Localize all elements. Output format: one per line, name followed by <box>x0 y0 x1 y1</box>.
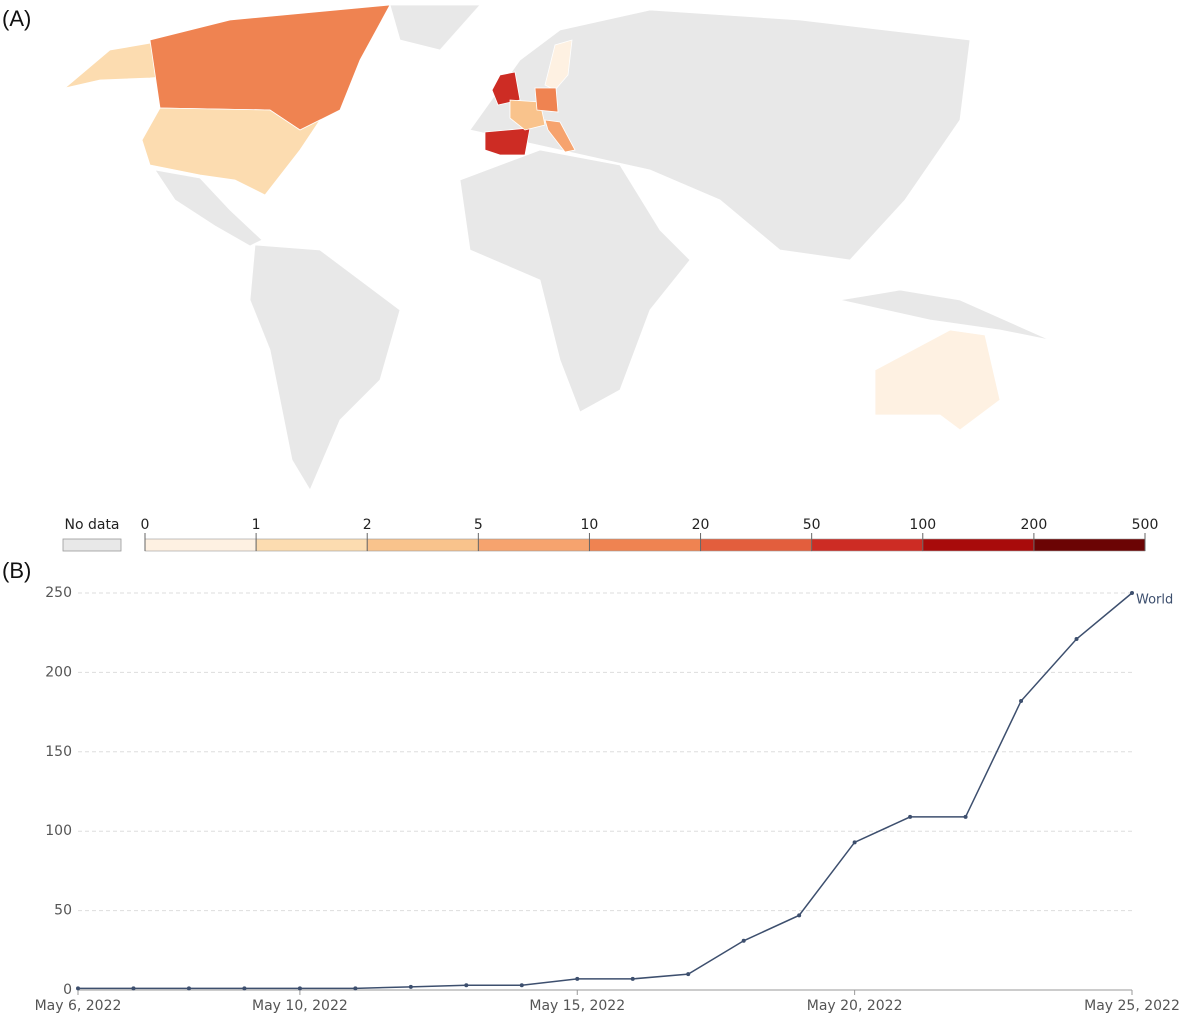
y-tick-label: 100 <box>45 823 72 839</box>
legend-tick-label: 2 <box>363 517 372 533</box>
land <box>874 329 1001 431</box>
legend-swatch <box>811 538 924 552</box>
point <box>852 840 857 845</box>
land <box>491 71 521 106</box>
point <box>131 986 136 991</box>
point <box>242 986 247 991</box>
land <box>249 244 401 491</box>
y-tick-label: 150 <box>45 744 72 760</box>
y-tick-label: 0 <box>63 982 72 998</box>
legend-swatch <box>922 538 1035 552</box>
y-tick-label: 50 <box>54 903 72 919</box>
point <box>1130 591 1134 595</box>
point <box>797 913 802 918</box>
line <box>78 592 1133 990</box>
y-tick-label: 200 <box>45 664 72 680</box>
legend-tick-label: 200 <box>1021 517 1048 533</box>
x-tick-label: May 25, 2022 <box>1084 998 1180 1014</box>
point <box>630 976 635 981</box>
point <box>297 986 302 991</box>
legend-swatch <box>255 538 368 552</box>
land <box>839 289 1051 341</box>
land <box>544 119 576 153</box>
y-tick-label: 250 <box>45 585 72 601</box>
x-tick-label: May 15, 2022 <box>529 998 625 1014</box>
point <box>908 814 913 819</box>
point <box>408 984 413 989</box>
panel-label: (A) <box>2 6 31 31</box>
land <box>534 87 559 113</box>
point <box>741 938 746 943</box>
x-tick-label: May 20, 2022 <box>807 998 903 1014</box>
point <box>353 986 358 991</box>
land <box>141 107 322 196</box>
legend-swatch <box>589 538 701 552</box>
point <box>963 814 968 819</box>
legend-swatch <box>62 538 122 552</box>
point <box>1074 637 1079 642</box>
legend-tick-label: 100 <box>909 517 936 533</box>
series-label: World <box>1136 593 1173 608</box>
point <box>464 983 469 988</box>
legend-swatch <box>366 538 479 552</box>
legend-swatch <box>1033 538 1146 552</box>
legend-swatch <box>144 538 257 552</box>
point <box>575 976 580 981</box>
legend-tick-label: 1 <box>252 517 261 533</box>
land <box>509 99 546 131</box>
legend-swatch <box>478 538 590 552</box>
land <box>484 127 531 156</box>
world-map <box>64 4 1051 491</box>
legend-tick-label: 5 <box>474 517 483 533</box>
x-tick-label: May 6, 2022 <box>35 998 122 1014</box>
point <box>186 986 191 991</box>
land <box>154 169 263 247</box>
panel-label: (B) <box>2 558 31 583</box>
land <box>459 149 691 413</box>
land <box>469 9 971 261</box>
legend-tick-label: 500 <box>1132 517 1159 533</box>
legend-tick-label: 50 <box>803 517 821 533</box>
legend-tick-label: 20 <box>692 517 710 533</box>
legend-tick-label: 10 <box>581 517 599 533</box>
x-tick-label: May 10, 2022 <box>252 998 348 1014</box>
point <box>686 972 691 977</box>
point <box>76 986 80 991</box>
legend-swatch <box>700 538 812 552</box>
point <box>519 983 524 988</box>
land <box>389 4 481 51</box>
legend-label: No data <box>64 517 119 533</box>
point <box>1019 698 1024 703</box>
legend-tick-label: 0 <box>141 517 150 533</box>
